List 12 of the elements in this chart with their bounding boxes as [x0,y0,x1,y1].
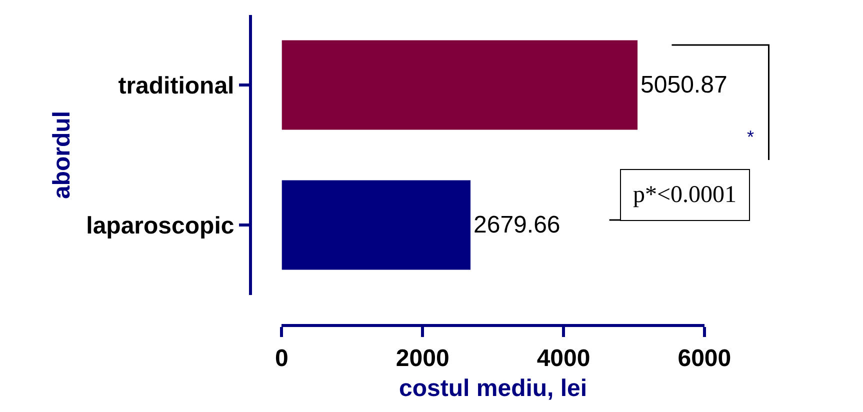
x-axis-title: costul mediu, lei [399,375,588,402]
y-axis-title: abordul [48,111,76,199]
y-tick-label: laparoscopic [86,212,234,240]
annotation: p*<0.0001 [633,182,737,208]
y-tick-label: traditional [118,72,234,100]
x-tick-label: 6000 [678,344,732,372]
text: * [747,127,754,147]
data-label: 5050.87 [640,72,728,98]
x-tick-label: 2000 [396,344,450,372]
data-label: 2679.66 [474,212,560,238]
x-tick-label: 4000 [536,344,590,372]
x-tick-label: 0 [275,344,288,372]
